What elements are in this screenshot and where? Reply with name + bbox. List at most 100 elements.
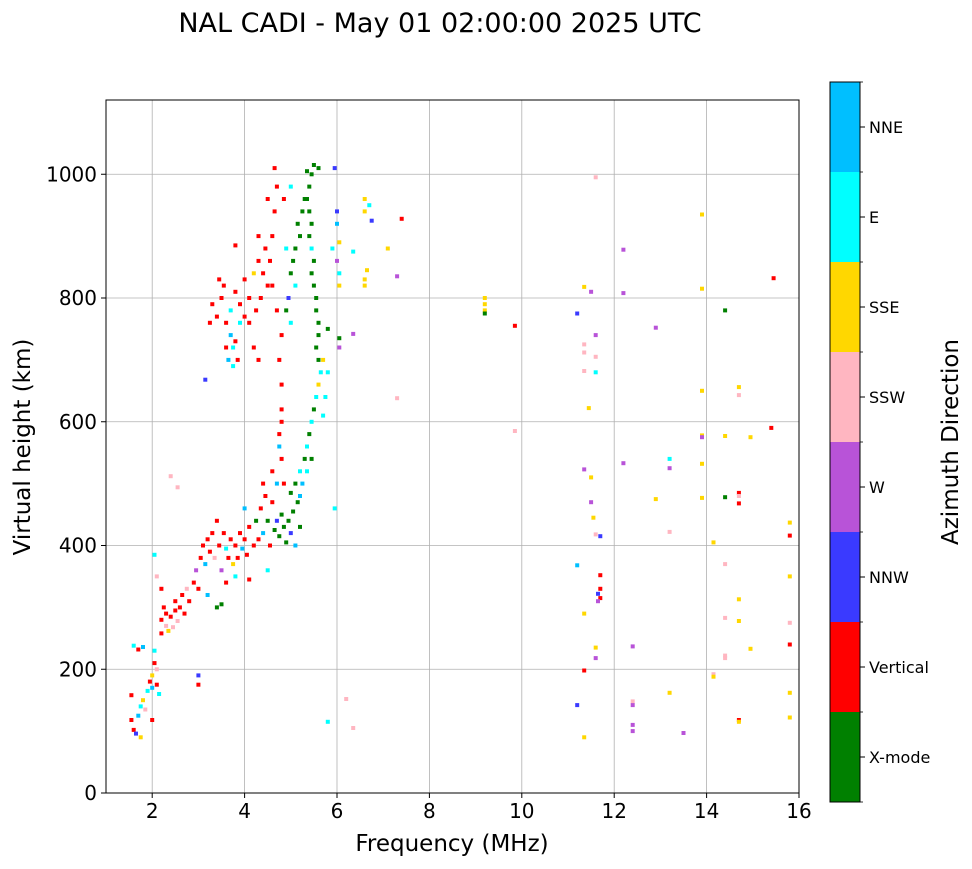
data-point-e — [325, 370, 330, 375]
colorbar-segment — [830, 532, 860, 622]
data-point-e — [325, 719, 330, 724]
data-point-x-mode — [307, 209, 312, 214]
colorbar-tick-label: E — [869, 208, 879, 227]
data-point-x-mode — [723, 308, 728, 313]
data-point-e — [305, 469, 309, 474]
data-point-w — [593, 333, 598, 338]
data-point-nne — [228, 333, 233, 338]
data-point-x-mode — [293, 481, 298, 486]
data-point-vertical — [258, 296, 263, 300]
data-point-e — [667, 456, 672, 461]
colorbar-segment — [830, 82, 860, 172]
data-point-nne — [226, 357, 231, 362]
data-point-sse — [787, 690, 792, 695]
data-point-nnw — [286, 296, 291, 300]
data-point-nnw — [575, 703, 580, 708]
data-point-w — [630, 703, 635, 708]
data-point-x-mode — [314, 296, 319, 300]
data-point-e — [224, 546, 229, 551]
data-point-e — [305, 444, 309, 449]
data-point-nnw — [134, 731, 138, 736]
data-point-vertical — [207, 549, 212, 554]
data-point-vertical — [261, 481, 266, 486]
data-point-sse — [337, 240, 342, 245]
colorbar-segment — [830, 352, 860, 442]
data-point-vertical — [279, 407, 284, 412]
x-tick-label: 10 — [509, 799, 534, 823]
data-point-x-mode — [305, 197, 309, 201]
data-point-sse — [582, 611, 587, 616]
data-point-vertical — [279, 333, 284, 338]
data-point-sse — [362, 209, 367, 214]
data-point-x-mode — [295, 221, 300, 226]
data-point-vertical — [180, 593, 185, 597]
data-point-x-mode — [288, 490, 293, 495]
data-points — [129, 163, 792, 740]
data-point-vertical — [233, 339, 238, 344]
data-point-vertical — [210, 531, 215, 536]
data-point-w — [653, 325, 658, 330]
data-point-vertical — [512, 323, 517, 328]
data-point-w — [621, 291, 626, 296]
data-point-e — [228, 308, 233, 313]
data-point-e — [323, 395, 328, 399]
data-point-w — [395, 274, 400, 279]
data-point-e — [152, 552, 157, 557]
data-point-sse — [141, 698, 145, 703]
data-point-vertical — [247, 296, 252, 300]
data-point-vertical — [736, 501, 741, 506]
data-point-vertical — [598, 596, 603, 601]
data-point-x-mode — [309, 456, 314, 461]
data-point-ssw — [154, 667, 159, 672]
data-point-ssw — [593, 175, 598, 180]
data-point-x-mode — [293, 246, 298, 251]
data-point-sse — [482, 302, 487, 307]
data-point-sse — [736, 385, 741, 390]
data-point-x-mode — [307, 432, 312, 437]
data-point-x-mode — [309, 271, 314, 276]
data-point-e — [351, 249, 356, 254]
data-point-x-mode — [288, 271, 293, 276]
data-point-vertical — [247, 320, 252, 325]
y-tick-label: 1000 — [46, 162, 97, 186]
data-point-nne — [261, 531, 266, 536]
data-point-sse — [482, 308, 487, 313]
data-point-ssw — [351, 726, 356, 730]
data-point-vertical — [173, 599, 178, 604]
data-point-ssw — [723, 615, 728, 620]
data-point-vertical — [238, 302, 242, 307]
data-point-ssw — [582, 350, 587, 355]
data-point-vertical — [263, 246, 268, 251]
data-point-x-mode — [337, 336, 342, 341]
data-point-ssw — [175, 619, 180, 623]
data-point-x-mode — [482, 311, 487, 316]
data-point-x-mode — [302, 456, 307, 461]
data-point-sse — [700, 461, 704, 466]
data-point-nne — [136, 713, 141, 718]
data-point-sse — [736, 719, 741, 724]
data-point-w — [621, 461, 626, 466]
x-tick-label: 12 — [601, 799, 626, 823]
data-point-sse — [711, 674, 716, 679]
data-point-ssw — [164, 623, 169, 628]
data-point-x-mode — [307, 184, 312, 189]
data-point-ssw — [582, 369, 587, 373]
data-point-vertical — [224, 320, 229, 325]
data-point-vertical — [247, 577, 252, 582]
data-point-e — [238, 320, 242, 325]
data-point-x-mode — [284, 540, 289, 545]
data-point-nne — [575, 563, 580, 568]
data-point-e — [231, 364, 236, 369]
data-point-sse — [593, 645, 598, 650]
data-point-nne — [242, 506, 247, 511]
data-point-x-mode — [316, 333, 321, 338]
data-point-e — [288, 320, 293, 325]
data-point-w — [335, 258, 339, 263]
data-point-x-mode — [305, 169, 309, 174]
data-point-w — [630, 722, 635, 727]
colorbar-segment — [830, 442, 860, 532]
data-point-sse — [365, 268, 369, 273]
data-point-nnw — [575, 311, 580, 316]
data-point-vertical — [261, 271, 266, 276]
data-point-sse — [337, 283, 342, 288]
